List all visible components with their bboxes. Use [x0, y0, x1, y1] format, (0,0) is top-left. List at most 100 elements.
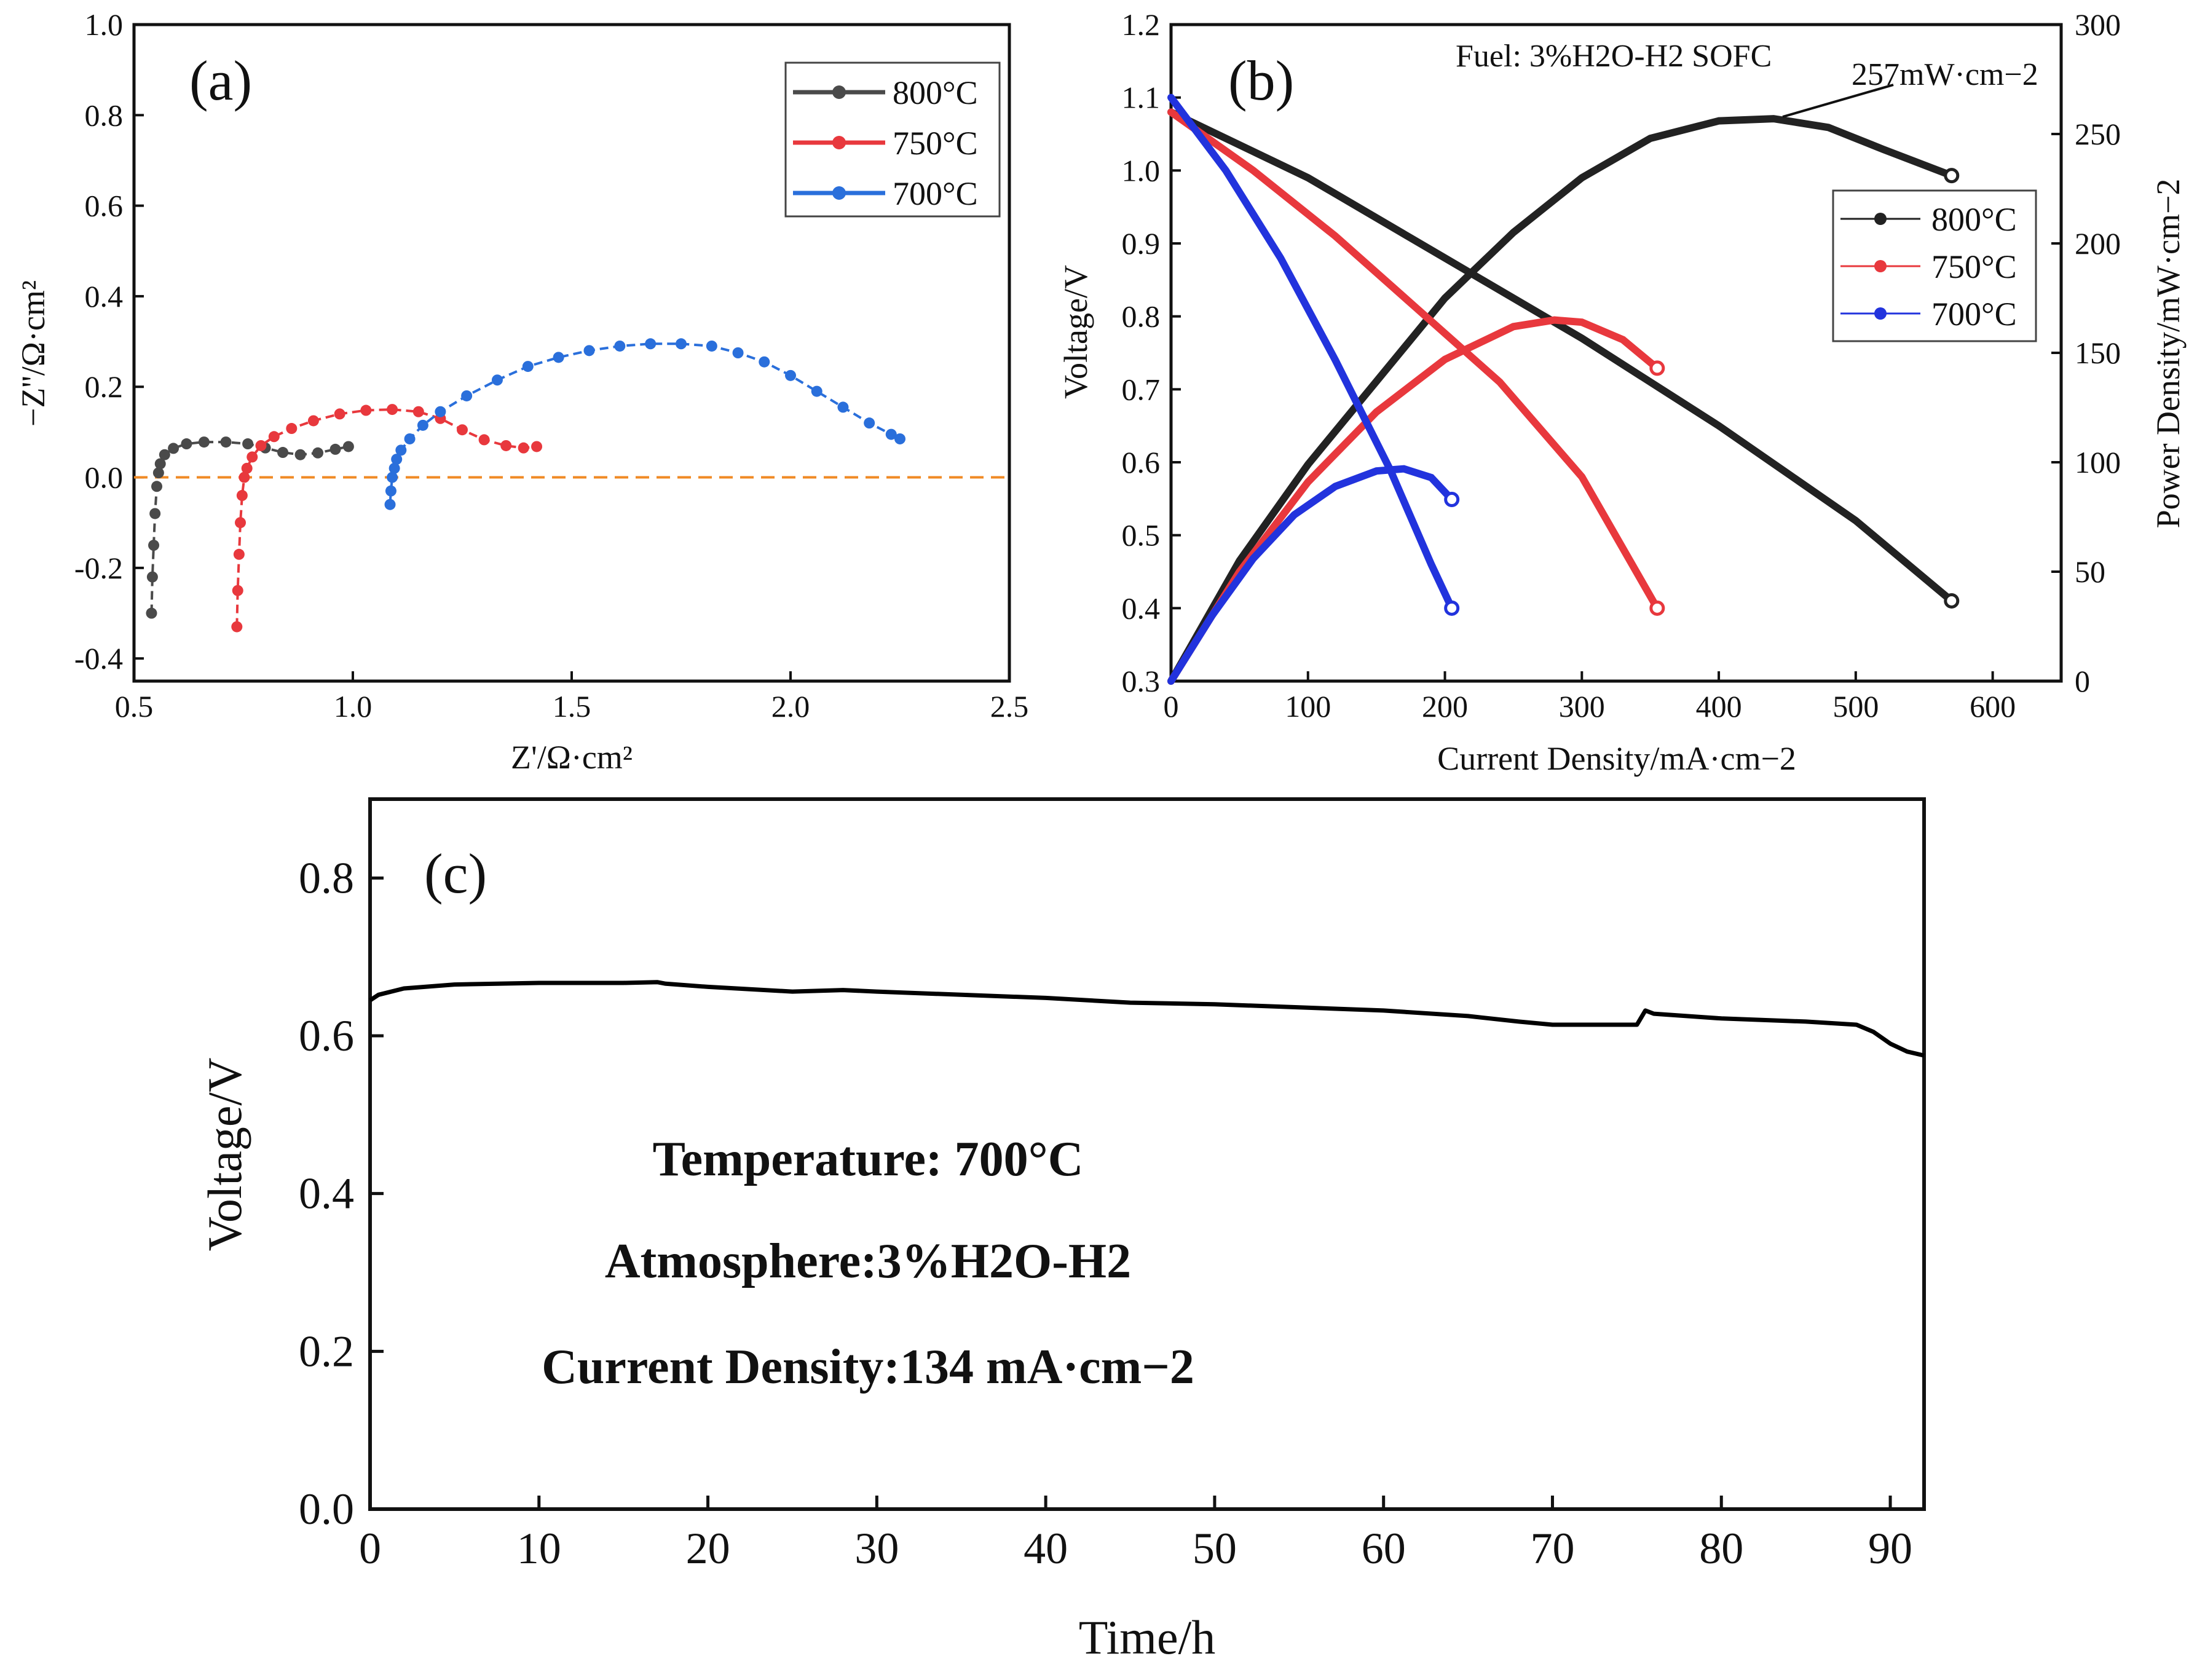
panel-a-legend-swatch-marker — [832, 136, 846, 149]
panel-b-power-curve — [1167, 115, 1955, 685]
panel-a-data-point — [461, 390, 473, 401]
panel-b-right-y-tick-label: 250 — [2075, 117, 2121, 151]
panel-a-label: (a) — [189, 49, 252, 112]
panel-a-data-point — [522, 361, 534, 373]
panel-c-y-tick-label: 0.4 — [299, 1169, 354, 1218]
panel-c-current-density-note: Current Density:134 mA·cm−2 — [542, 1340, 1194, 1394]
panel-c-x-tick-label: 60 — [1362, 1524, 1406, 1573]
panel-b-power-end-marker — [1649, 360, 1665, 376]
panel-a-data-point — [614, 340, 626, 352]
panel-a-data-point — [181, 438, 192, 450]
panel-a-data-point — [360, 404, 372, 416]
panel-a-data-point — [387, 404, 398, 416]
panel-c-x-tick-label: 70 — [1530, 1524, 1574, 1573]
panel-b-right-y-tick-label: 100 — [2075, 445, 2121, 479]
panel-a-data-point — [706, 340, 717, 352]
panel-c-x-axis-title: Time/h — [1079, 1611, 1216, 1664]
panel-b-power-curve — [1167, 316, 1661, 685]
panel-a-data-point — [785, 369, 796, 381]
panel-b-power-curve — [1167, 465, 1456, 685]
panel-a-y-tick-label: 0.4 — [85, 279, 124, 314]
panel-a-legend-label: 750°C — [893, 125, 978, 162]
panel-a-y-tick-label: 0.2 — [85, 369, 124, 404]
panel-a-data-point — [159, 449, 170, 460]
panel-a-data-point — [531, 441, 543, 452]
panel-b-right-y-tick-label: 300 — [2075, 7, 2121, 42]
panel-a-data-point — [152, 467, 164, 479]
panel-a-x-tick-label: 2.0 — [771, 689, 810, 724]
panel-c-y-tick-label: 0.6 — [299, 1011, 354, 1060]
panel-a-data-point — [242, 438, 254, 450]
panel-a-data-point — [384, 499, 396, 510]
panel-a-data-point — [198, 436, 210, 448]
panel-c-y-tick-label: 0.2 — [299, 1327, 354, 1376]
panel-c-temperature-note: Temperature: 700°C — [653, 1132, 1084, 1186]
panel-c-y-tick-label: 0.0 — [299, 1485, 354, 1534]
panel-b-x-tick-label: 100 — [1285, 689, 1331, 724]
panel-b-y-tick-label: 0.8 — [1122, 299, 1161, 334]
panel-a-data-point — [294, 449, 306, 460]
panel-a-y-tick-label: 0.8 — [85, 98, 124, 132]
panel-c-y-tick-label: 0.8 — [299, 853, 354, 902]
panel-c-label: (c) — [424, 842, 487, 905]
panel-b-fuel-title: Fuel: 3%H2O-H2 SOFC — [1456, 39, 1772, 74]
panel-c-x-tick-label: 90 — [1868, 1524, 1912, 1573]
panel-b-label: (b) — [1228, 49, 1294, 112]
panel-a-data-point — [645, 338, 657, 350]
panel-a-data-point — [241, 462, 253, 474]
panel-a-data-point — [412, 406, 424, 417]
panel-b-y-tick-label: 0.6 — [1122, 445, 1161, 479]
panel-a-data-point — [154, 458, 166, 470]
panel-b-x-tick-label: 400 — [1696, 689, 1742, 724]
panel-a-data-point — [404, 433, 416, 444]
panel-b-legend-label: 800°C — [1931, 201, 2017, 238]
panel-b-right-y-axis-title: Power Density/mW·cm−2 — [2150, 179, 2187, 529]
panel-a-data-point — [334, 408, 345, 420]
panel-a-data-point — [732, 347, 744, 358]
panel-b-y-tick-label: 1.1 — [1122, 81, 1161, 115]
panel-b-voltage-end-marker — [1649, 600, 1665, 616]
panel-a-data-point — [518, 442, 529, 454]
panel-a-data-point — [885, 428, 897, 440]
panel-b-y-axis-title: Voltage/V — [1057, 265, 1094, 399]
panel-a-data-point — [391, 454, 403, 465]
panel-a-data-point — [286, 423, 298, 435]
panel-a-data-point — [168, 443, 179, 454]
panel-a-x-tick-label: 0.5 — [115, 689, 154, 724]
panel-a-data-point — [149, 508, 161, 519]
panel-b-voltage-curve — [1167, 108, 1661, 612]
panel-b-x-axis-title: Current Density/mA·cm−2 — [1437, 740, 1796, 777]
panel-a-y-tick-label: 0.0 — [85, 460, 124, 495]
panel-a-series-750c — [231, 404, 543, 633]
panel-a-data-point — [864, 417, 875, 429]
panel-a-data-point — [148, 540, 160, 551]
panel-a-x-tick-label: 1.0 — [334, 689, 373, 724]
panel-a-data-point — [329, 443, 341, 455]
panel-a-data-point — [478, 434, 490, 446]
panel-a-data-point — [894, 433, 905, 444]
panel-a-x-axis-title: Z'/Ω·cm² — [511, 739, 633, 776]
panel-b-y-tick-label: 0.4 — [1122, 591, 1161, 625]
panel-a-data-point — [146, 607, 157, 619]
panel-a-y-tick-label: -0.2 — [74, 551, 123, 585]
panel-b-right-y-tick-label: 200 — [2075, 226, 2121, 261]
panel-a-data-point — [151, 481, 163, 492]
panel-b-peak-annotation: 257mW·cm−2 — [1852, 57, 2038, 92]
panel-b-iv-chart: 0 100 200 300 400 500 6000.30.40.50.60.70.80.9… — [1057, 7, 2187, 777]
panel-c-voltage-trace — [369, 980, 1925, 1058]
panel-a-data-point — [389, 462, 400, 474]
panel-a-data-point — [457, 424, 468, 436]
panel-b-x-tick-label: 600 — [1970, 689, 2016, 724]
panel-a-data-point — [395, 444, 407, 456]
panel-b-y-tick-label: 0.5 — [1122, 518, 1161, 553]
panel-b-power-end-marker — [1944, 168, 1960, 184]
panel-a-legend-box — [784, 61, 1001, 218]
panel-a-data-point — [277, 447, 289, 459]
panel-a-data-point — [583, 345, 595, 357]
panel-b-legend-swatch-marker — [1874, 213, 1887, 225]
panel-c-y-axis-title: Voltage/V — [198, 1058, 251, 1252]
panel-b-peak-pointer — [1782, 84, 1894, 118]
panel-a-legend-swatch-marker — [832, 85, 846, 99]
panel-a-data-point — [247, 451, 258, 463]
